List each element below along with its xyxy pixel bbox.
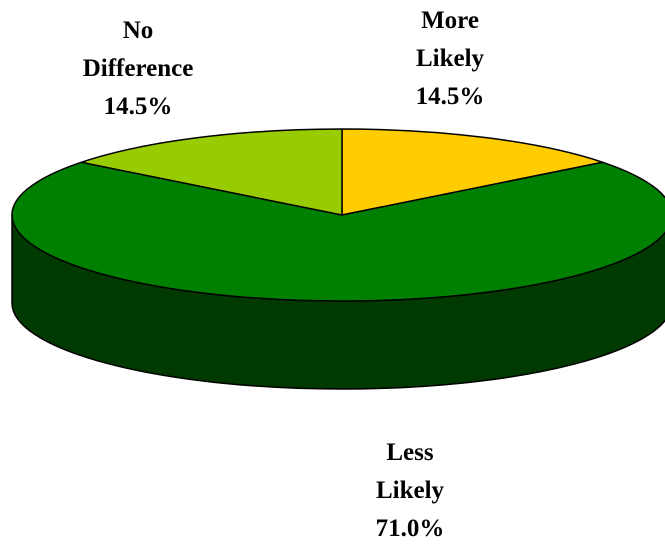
slice-value-label: 14.5% — [104, 93, 173, 120]
slice-value-label: 14.5% — [416, 83, 485, 110]
slice-more-likely — [341, 128, 604, 216]
slice-name-line: Likely — [376, 477, 445, 504]
slice-no-difference — [80, 128, 343, 216]
slice-name-line: More — [421, 7, 479, 34]
slice-label-less-likely: Less Likely 71.0% — [376, 439, 445, 542]
slice-less-likely — [11, 161, 665, 302]
slice-name-line: Likely — [416, 45, 485, 72]
slice-name-line: Less — [386, 439, 434, 466]
slice-label-more-likely: More Likely 14.5% — [416, 7, 485, 110]
slice-name-line: No — [123, 17, 154, 44]
slice-name-line: Difference — [83, 55, 194, 82]
slice-value-label: 71.0% — [376, 515, 445, 542]
slice-label-no-difference: No Difference 14.5% — [83, 17, 194, 120]
